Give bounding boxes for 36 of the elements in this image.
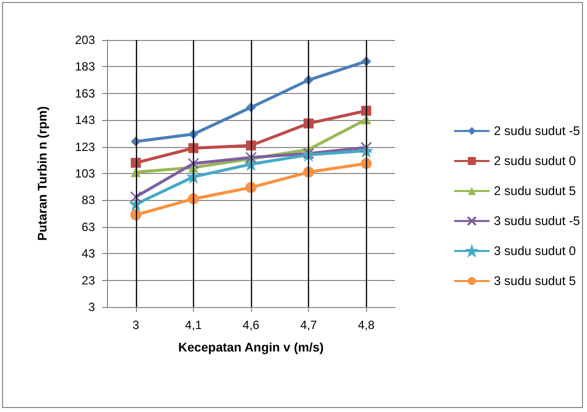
- legend-label: 2 sudu sudut 0: [494, 154, 576, 168]
- point: [130, 158, 141, 168]
- x-tick-label: 4,8: [358, 318, 375, 332]
- y-tick-label: 63: [82, 220, 96, 234]
- legend-label: 3 sudu sudut 0: [494, 244, 576, 258]
- y-tick-label: 203: [74, 33, 96, 47]
- point: [360, 145, 372, 157]
- legend-label: 2 sudu sudut 5: [494, 184, 576, 198]
- legend-label: 3 sudu sudut 5: [494, 274, 576, 288]
- point: [130, 191, 142, 203]
- x-tick-label: 4,1: [185, 318, 202, 332]
- point: [246, 140, 256, 150]
- y-tick-label: 3: [88, 300, 96, 314]
- y-tick-label: 163: [74, 86, 96, 100]
- y-tick-label: 43: [82, 246, 96, 261]
- point: [188, 171, 200, 183]
- x-tick-label: 4,7: [300, 318, 318, 332]
- legend-label: 3 sudu sudut -5: [494, 214, 580, 228]
- x-tick-label: 4,6: [242, 318, 260, 332]
- point: [361, 106, 372, 116]
- y-tick-label: 83: [82, 193, 96, 208]
- y-tick-label: 23: [82, 273, 96, 288]
- point: [304, 118, 314, 128]
- y-tick-label: 123: [74, 140, 96, 154]
- x-axis-title: Kecepatan Angin v (m/s): [178, 340, 324, 354]
- point: [188, 143, 198, 154]
- point: [130, 198, 142, 210]
- y-tick-label: 183: [74, 60, 96, 74]
- y-tick-label: 143: [74, 113, 96, 128]
- x-tick-label: 3: [132, 318, 140, 332]
- point: [188, 158, 200, 170]
- point: [245, 158, 257, 170]
- legend-label: 2 sudu sudut -5: [494, 124, 580, 138]
- y-axis-title: Putaran Turbin n (rpm): [36, 106, 50, 241]
- point: [360, 142, 372, 154]
- y-tick-label: 103: [74, 166, 96, 180]
